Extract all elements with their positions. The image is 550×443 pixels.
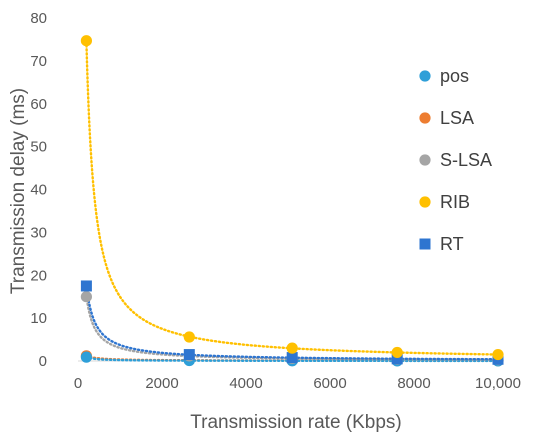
x-tick-label: 2000: [145, 375, 178, 392]
x-tick-label: 8000: [397, 375, 430, 392]
point-rt: [391, 353, 403, 365]
y-tick-label: 20: [30, 267, 47, 284]
legend-label: S-LSA: [440, 150, 492, 170]
y-tick-label: 30: [30, 224, 47, 241]
point-rib: [492, 348, 504, 361]
point-rt: [183, 349, 195, 361]
y-tick-label: 60: [30, 96, 47, 113]
legend-label: pos: [440, 66, 469, 86]
legend-label: RIB: [440, 192, 470, 212]
legend-marker: [419, 112, 431, 124]
legend-marker: [419, 196, 431, 208]
legend-item-lsa: LSA: [419, 108, 474, 128]
x-tick-label: 0: [74, 375, 82, 392]
legend-item-rt: RT: [419, 234, 464, 254]
y-tick-label: 80: [30, 10, 47, 27]
x-tick-label: 6000: [313, 375, 346, 392]
point-rt: [286, 352, 298, 364]
legend: pos LSA S-LSA RIB RT: [419, 66, 492, 254]
plot-area: [78, 35, 504, 367]
y-tick-label: 70: [30, 53, 47, 70]
legend-item-s-lsa: S-LSA: [419, 150, 492, 170]
legend-label: LSA: [440, 108, 474, 128]
y-axis-title: Transmission delay (ms): [8, 88, 29, 294]
x-tick-label: 4000: [229, 375, 262, 392]
markers: [80, 35, 504, 367]
y-tick-labels: 0 10 20 30 40 50 60 70 80: [30, 10, 47, 370]
point-s-lsa: [80, 291, 92, 303]
y-tick-label: 10: [30, 310, 47, 327]
trendlines: [85, 40, 500, 363]
legend-label: RT: [440, 234, 464, 254]
legend-item-pos: pos: [419, 66, 469, 86]
legend-item-rib: RIB: [419, 192, 470, 212]
x-tick-labels: 0 2000 4000 6000 8000 10,000: [74, 375, 521, 392]
legend-marker: [419, 238, 431, 250]
y-tick-label: 50: [30, 139, 47, 156]
y-tick-label: 40: [30, 182, 47, 199]
legend-marker: [419, 70, 431, 82]
point-rib: [183, 331, 195, 343]
point-rib: [286, 342, 298, 354]
point-rib: [80, 35, 92, 47]
point-rt: [80, 280, 92, 292]
x-axis-title: Transmission rate (Kbps): [190, 412, 402, 433]
trendline-rib: [85, 40, 500, 356]
y-tick-label: 0: [39, 353, 47, 370]
point-rib: [391, 346, 403, 359]
point-pos: [80, 351, 92, 363]
trendline-pos: [85, 355, 500, 363]
legend-marker: [419, 154, 431, 166]
x-tick-label: 10,000: [475, 375, 521, 392]
